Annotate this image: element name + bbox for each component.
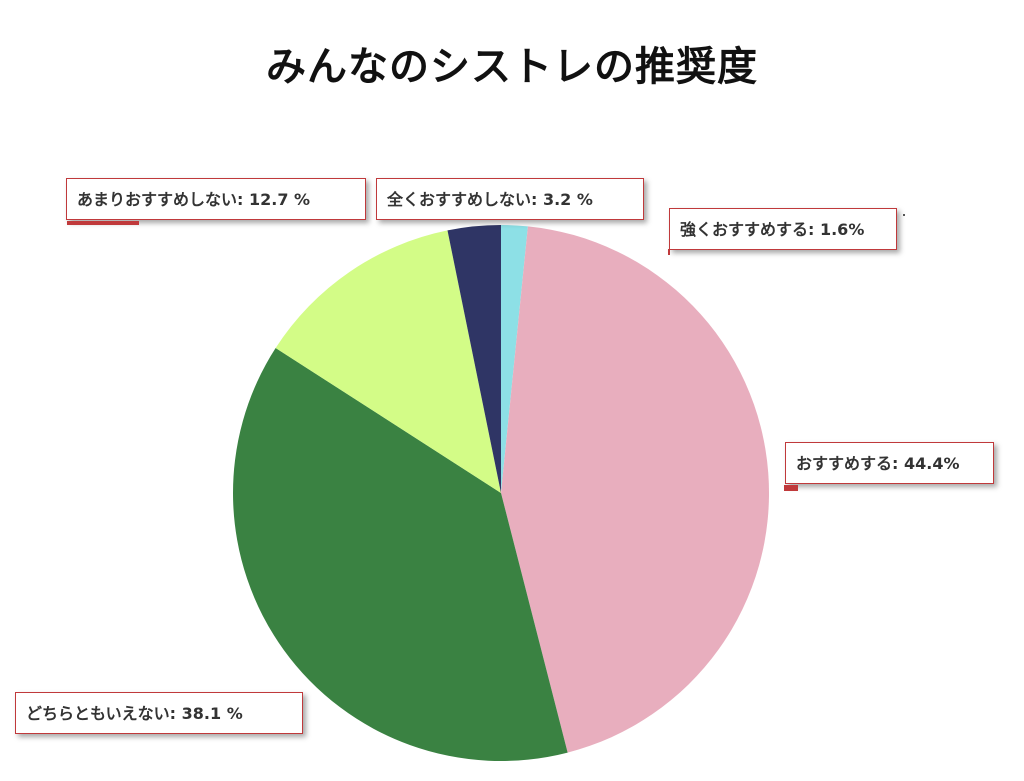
label-text: あまりおすすめしない: 12.7 %	[77, 190, 311, 209]
label-text: 強くおすすめする: 1.6%	[680, 220, 865, 239]
pie-slice-not-at-all-recommend	[447, 225, 501, 493]
pie-slice-recommend	[501, 226, 770, 753]
label-not-really-recommend: あまりおすすめしない: 12.7 %	[66, 178, 366, 225]
stray-dot	[903, 214, 905, 216]
pie-slice-strongly-recommend	[501, 225, 528, 493]
chart-title: みんなのシストレの推奨度	[266, 44, 758, 90]
label-strongly-recommend: 強くおすすめする: 1.6%	[668, 208, 897, 255]
pie-slice-not-really-recommend	[275, 230, 501, 493]
label-text: おすすめする: 44.4%	[796, 454, 960, 473]
pie-slice-neutral	[233, 347, 568, 761]
label-neutral: どちらともいえない: 38.1 %	[15, 692, 303, 734]
label-text: どちらともいえない: 38.1 %	[26, 704, 243, 723]
label-recommend: おすすめする: 44.4%	[784, 442, 994, 491]
label-text: 全くおすすめしない: 3.2 %	[387, 190, 593, 209]
label-not-at-all-recommend: 全くおすすめしない: 3.2 %	[376, 178, 644, 220]
